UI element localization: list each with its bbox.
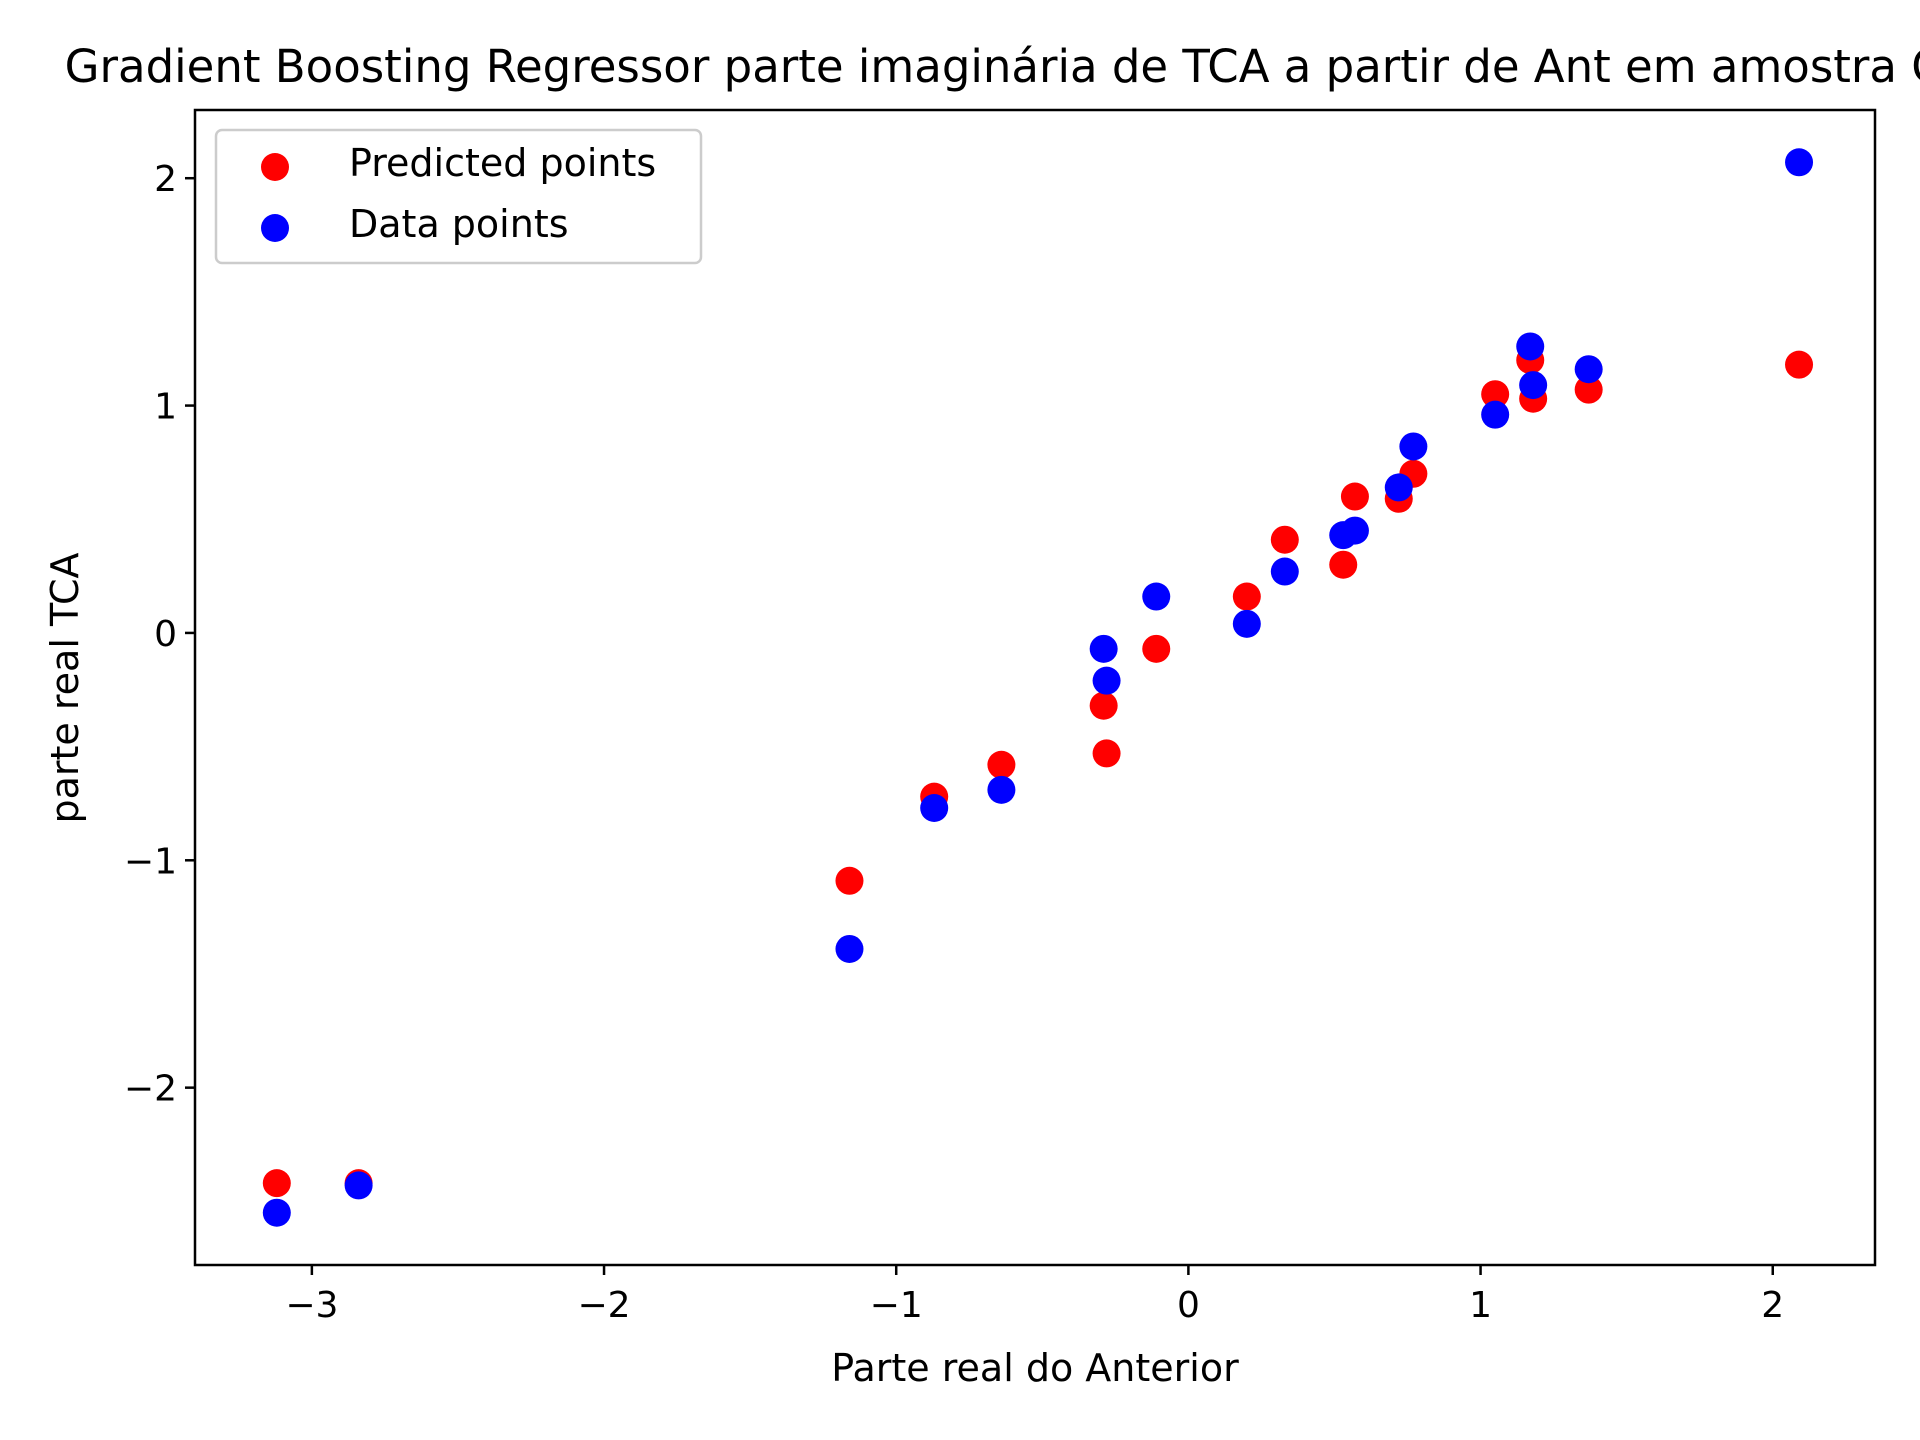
data-point [920,794,949,823]
predicted-point [1089,691,1118,720]
data-point [1785,148,1814,177]
data-point [1519,371,1548,400]
data-point [344,1171,373,1200]
data-point [1092,666,1121,695]
x-axis-ticks: −3 −2 −1 0 1 2 [285,1265,1784,1326]
predicted-point [1785,350,1814,379]
y-axis-ticks: −2 −1 0 1 2 [124,159,195,1110]
data-points-layer [262,148,1814,1227]
chart-title: Gradient Boosting Regressor parte imagin… [65,40,1920,93]
predicted-point [262,1169,291,1198]
y-tick-label: 0 [154,614,177,655]
y-tick-label: 1 [154,387,177,428]
x-tick-label: −3 [285,1285,338,1326]
y-tick-label: 2 [154,159,177,200]
y-tick-label: −2 [124,1069,177,1110]
x-tick-label: 2 [1761,1285,1784,1326]
data-point [1399,432,1428,461]
predicted-points-series [262,346,1814,1198]
data-point [262,1198,291,1227]
y-axis-label: parte real TCA [43,553,87,824]
legend-label-predicted: Predicted points [349,141,656,185]
data-point [1232,609,1261,638]
data-point [1574,355,1603,384]
legend-marker-data [261,214,289,242]
data-point [987,775,1016,804]
x-tick-label: −2 [578,1285,631,1326]
data-points-series [262,148,1814,1227]
data-point [1340,516,1369,545]
legend-box [214,128,703,265]
legend-label-data: Data points [349,202,569,246]
predicted-point [1340,482,1369,511]
predicted-point [987,750,1016,779]
plot-axes: −3 −2 −1 0 1 2 −2 −1 0 1 2 [124,108,1877,1326]
data-point [835,934,864,963]
x-tick-label: 1 [1469,1285,1492,1326]
predicted-point [1481,380,1510,409]
legend-marker-predicted [261,153,289,181]
predicted-point [835,866,864,895]
y-tick-label: −1 [124,841,177,882]
data-point [1270,557,1299,586]
data-point [1516,332,1545,361]
data-point [1142,582,1171,611]
plot-frame [193,108,1877,1267]
x-axis-label: Parte real do Anterior [831,1346,1239,1390]
predicted-point [1574,375,1603,404]
predicted-point [1270,525,1299,554]
x-tick-label: −1 [870,1285,923,1326]
legend: Predicted points Data points [214,128,703,265]
predicted-point [1142,634,1171,663]
predicted-point [1232,582,1261,611]
data-point [1089,634,1118,663]
predicted-point [1329,550,1358,579]
data-point [1481,400,1510,429]
data-point [1384,473,1413,502]
x-tick-label: 0 [1177,1285,1200,1326]
predicted-point [1092,739,1121,768]
